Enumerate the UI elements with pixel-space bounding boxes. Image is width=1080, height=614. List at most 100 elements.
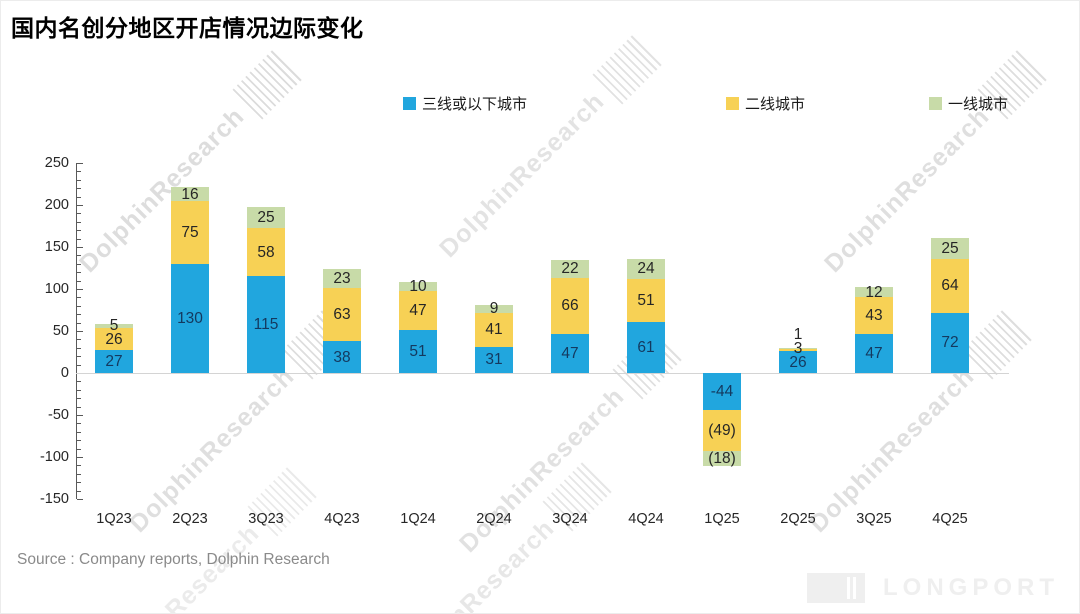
y-major-tick [77, 415, 83, 416]
y-minor-tick [77, 188, 81, 190]
y-axis-tick-label: 150 [44, 239, 69, 255]
bar-segment-一线城市 [475, 304, 513, 313]
y-axis-tick-label: 50 [52, 323, 69, 339]
bar-segment-一线城市 [855, 287, 893, 298]
y-minor-tick [77, 465, 81, 467]
x-axis-category-label: 2Q23 [172, 511, 208, 527]
bar-value-label: 51 [409, 343, 427, 361]
bar-value-label: 63 [333, 306, 351, 324]
y-minor-tick [77, 314, 81, 316]
x-axis-category-label: 4Q23 [324, 511, 360, 527]
legend-item-tier1: 一线城市 [929, 93, 1008, 114]
y-minor-tick [77, 322, 81, 324]
bar-value-label: 25 [941, 239, 959, 257]
bar-segment-二线城市 [627, 278, 665, 322]
y-minor-tick [77, 347, 81, 349]
bar-segment-二线城市 [95, 328, 133, 351]
bar-value-label: 64 [941, 277, 959, 295]
bar-value-label: 25 [257, 208, 275, 226]
x-axis-category-label: 3Q23 [248, 511, 284, 527]
legend-item-tier3: 三线或以下城市 [403, 93, 527, 114]
x-axis-category-label: 1Q23 [96, 511, 132, 527]
longport-logo-icon [807, 573, 865, 603]
x-axis-category-label: 2Q25 [780, 511, 816, 527]
bar-segment-二线城市 [475, 312, 513, 347]
bar-value-label: 26 [789, 353, 807, 371]
bar-value-label: 1 [793, 325, 803, 343]
longport-logo: LONGPORT [807, 573, 1059, 603]
y-minor-tick [77, 280, 81, 282]
y-major-tick [77, 205, 83, 206]
bar-value-label: 5 [109, 316, 119, 334]
bar-segment-一线城市 [931, 237, 969, 259]
legend-label-tier3: 三线或以下城市 [422, 96, 528, 113]
bar-segment-二线城市 [171, 200, 209, 264]
bar-segment-三线或以下城市 [855, 333, 893, 373]
y-major-tick [77, 247, 83, 248]
bar-value-label: 43 [865, 306, 883, 324]
bar-segment-二线城市 [931, 258, 969, 313]
bar-value-label: 58 [257, 243, 275, 261]
x-axis-category-label: 3Q24 [552, 511, 588, 527]
y-minor-tick [77, 339, 81, 341]
y-axis-tick-label: 200 [44, 197, 69, 213]
y-minor-tick [77, 263, 81, 265]
y-minor-tick [77, 440, 81, 442]
bar-value-label: 72 [941, 334, 959, 352]
x-axis-category-label: 1Q24 [400, 511, 436, 527]
y-axis-tick-label: -100 [39, 449, 69, 465]
bar-segment-二线城市 [399, 290, 437, 331]
bar-segment-二线城市 [779, 348, 817, 352]
tier3-swatch-icon [403, 97, 416, 110]
y-minor-tick [77, 196, 81, 198]
legend-label-tier2: 二线城市 [745, 96, 806, 113]
bar-segment-三线或以下城市 [703, 373, 741, 410]
bar-segment-一线城市 [171, 187, 209, 201]
source-note: Source : Company reports, Dolphin Resear… [17, 551, 330, 568]
bar-segment-三线或以下城市 [475, 346, 513, 373]
x-axis-category-label: 3Q25 [856, 511, 892, 527]
tier2-swatch-icon [726, 97, 739, 110]
bar-value-label: 16 [181, 185, 199, 203]
bar-value-label: 75 [181, 223, 199, 241]
bar-value-label: 115 [253, 316, 279, 334]
bar-segment-一线城市 [703, 451, 741, 467]
zero-gridline [76, 373, 1009, 374]
y-minor-tick [77, 297, 81, 299]
bar-segment-一线城市 [95, 324, 133, 329]
bar-value-label: (18) [708, 450, 736, 468]
bar-segment-二线城市 [855, 297, 893, 334]
y-minor-tick [77, 406, 81, 408]
bar-value-label: (49) [708, 422, 736, 440]
x-axis-category-label: 4Q25 [932, 511, 968, 527]
y-minor-tick [77, 398, 81, 400]
bar-segment-一线城市 [323, 268, 361, 289]
y-axis-tick-label: -150 [39, 491, 69, 507]
bar-value-label: 3 [793, 339, 803, 357]
bar-value-label: 47 [865, 344, 883, 362]
bar-value-label: 23 [333, 270, 351, 287]
y-minor-tick [77, 305, 81, 307]
bar-segment-三线或以下城市 [247, 276, 285, 373]
y-minor-tick [77, 423, 81, 425]
bar-value-label: 27 [105, 353, 123, 371]
bar-value-label: 47 [561, 344, 579, 362]
y-minor-tick [77, 389, 81, 391]
y-major-tick [77, 289, 83, 290]
y-axis-tick-label: -50 [48, 407, 69, 423]
y-axis-tick-label: 100 [44, 281, 69, 297]
bar-value-label: 41 [485, 321, 503, 339]
bar-segment-一线城市 [779, 347, 817, 349]
y-minor-tick [77, 171, 81, 173]
y-axis-line [76, 163, 77, 499]
bar-segment-一线城市 [551, 259, 589, 279]
bar-value-label: 10 [409, 277, 427, 295]
y-minor-tick [77, 356, 81, 358]
x-axis-category-label: 4Q24 [628, 511, 664, 527]
bar-segment-二线城市 [551, 278, 589, 334]
y-minor-tick [77, 482, 81, 484]
bar-segment-三线或以下城市 [399, 330, 437, 373]
y-minor-tick [77, 364, 81, 366]
